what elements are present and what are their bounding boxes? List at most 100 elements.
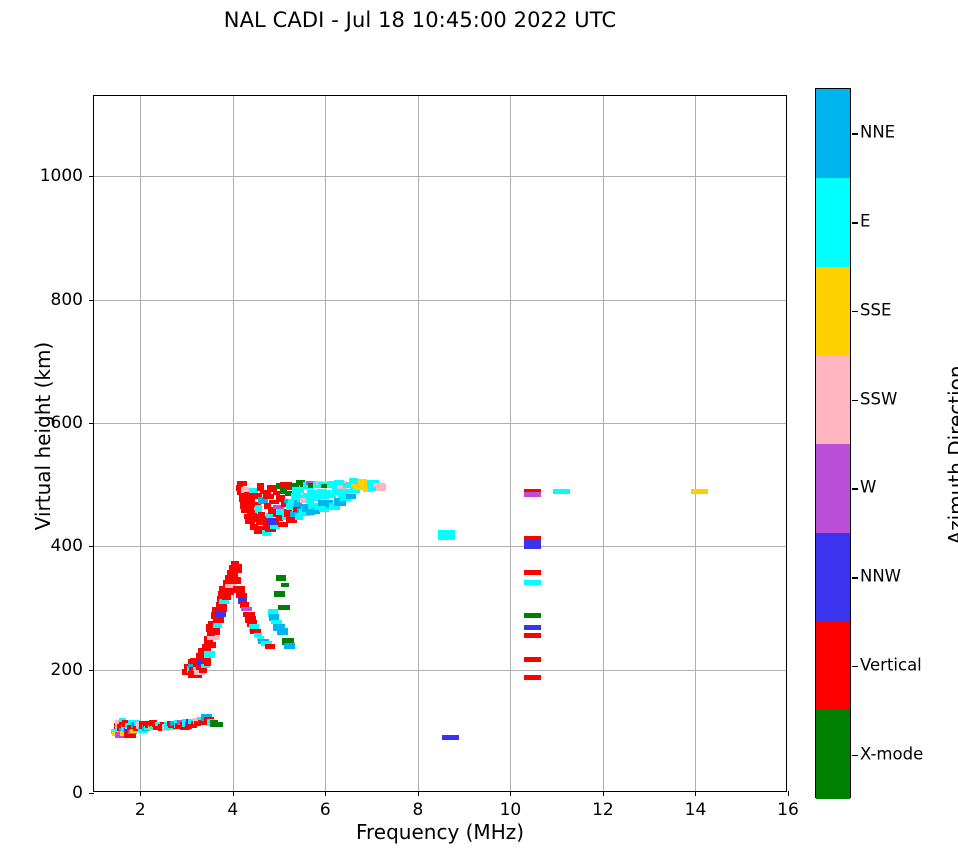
colorbar-band-x-mode xyxy=(816,710,850,799)
data-point xyxy=(312,506,320,514)
data-point xyxy=(291,486,304,493)
data-point xyxy=(124,730,137,738)
x-tick xyxy=(602,791,604,796)
x-tick xyxy=(232,791,234,796)
data-point xyxy=(340,497,352,502)
data-point xyxy=(438,535,456,541)
data-point xyxy=(290,492,301,501)
data-point xyxy=(253,633,262,638)
data-point xyxy=(270,619,282,624)
data-point xyxy=(250,513,261,522)
data-point xyxy=(233,585,246,593)
data-point xyxy=(235,593,247,599)
data-point xyxy=(266,512,274,518)
colorbar-band-e xyxy=(816,177,850,267)
colorbar-label-vertical: Vertical xyxy=(860,655,922,675)
data-point xyxy=(346,494,357,500)
data-point xyxy=(302,504,314,513)
y-tick xyxy=(89,793,94,794)
data-point xyxy=(190,657,202,663)
x-tick-label: 6 xyxy=(319,800,331,820)
data-point xyxy=(253,528,262,535)
y-tick-label: 600 xyxy=(50,412,83,433)
data-point xyxy=(272,491,280,496)
colorbar-tick xyxy=(852,310,858,313)
data-point xyxy=(269,614,280,622)
data-point xyxy=(270,524,281,529)
data-point xyxy=(249,623,260,632)
data-point xyxy=(280,582,289,587)
data-point xyxy=(212,622,222,628)
data-point xyxy=(240,486,249,493)
x-tick xyxy=(325,791,327,796)
data-point xyxy=(244,615,256,623)
data-point xyxy=(280,487,288,495)
data-point xyxy=(226,577,237,584)
colorbar-tick xyxy=(852,488,858,490)
data-point xyxy=(255,505,263,514)
data-point xyxy=(284,508,293,517)
data-point xyxy=(276,508,288,515)
data-point xyxy=(221,593,231,600)
colorbar xyxy=(815,88,858,799)
x-tick-label: 8 xyxy=(412,800,424,820)
gridline-horizontal xyxy=(94,546,786,548)
data-point xyxy=(244,504,255,512)
colorbar-band-w xyxy=(816,444,850,533)
colorbar-band-sse xyxy=(816,266,850,356)
data-point xyxy=(317,500,326,507)
data-point xyxy=(285,503,295,511)
colorbar-band-nne xyxy=(816,89,850,178)
data-point xyxy=(231,563,242,571)
data-point xyxy=(233,577,242,585)
data-point xyxy=(321,483,330,488)
data-point xyxy=(524,569,542,575)
data-point xyxy=(326,481,335,489)
data-point xyxy=(283,643,295,650)
data-point xyxy=(256,520,264,526)
data-point xyxy=(263,502,271,509)
data-point xyxy=(344,488,355,493)
data-point xyxy=(277,627,289,635)
data-point xyxy=(265,526,277,532)
data-point xyxy=(524,543,542,549)
data-point xyxy=(244,514,252,520)
data-point xyxy=(524,632,542,638)
data-point xyxy=(302,493,311,499)
data-point xyxy=(524,657,542,663)
data-point xyxy=(438,530,456,536)
data-point xyxy=(361,480,371,486)
data-point xyxy=(268,517,279,526)
data-point xyxy=(204,660,212,666)
colorbar-band-vertical xyxy=(816,621,850,711)
x-tick xyxy=(510,791,512,796)
data-point xyxy=(690,489,708,495)
data-point xyxy=(250,628,262,634)
data-point xyxy=(213,615,225,623)
data-point xyxy=(244,491,254,497)
data-point xyxy=(299,498,309,504)
data-point xyxy=(332,488,345,496)
data-point xyxy=(266,484,277,492)
data-point xyxy=(245,519,256,525)
y-tick xyxy=(89,299,94,301)
data-point xyxy=(348,477,358,484)
data-point xyxy=(202,643,212,651)
x-tick-label: 14 xyxy=(684,800,707,820)
data-point xyxy=(338,490,350,498)
x-tick-label: 4 xyxy=(227,800,239,820)
data-point xyxy=(367,483,376,492)
data-point xyxy=(238,597,248,604)
data-point xyxy=(188,659,197,668)
data-point xyxy=(292,506,301,513)
data-point xyxy=(207,635,220,640)
colorbar-label-x-mode: X-mode xyxy=(860,744,924,764)
data-point xyxy=(204,636,214,645)
data-point xyxy=(441,734,459,740)
data-point xyxy=(258,497,269,505)
data-point xyxy=(257,483,265,492)
colorbar-label-w: W xyxy=(860,477,877,497)
data-point xyxy=(197,659,207,666)
data-point xyxy=(294,499,303,507)
data-point xyxy=(295,513,304,520)
